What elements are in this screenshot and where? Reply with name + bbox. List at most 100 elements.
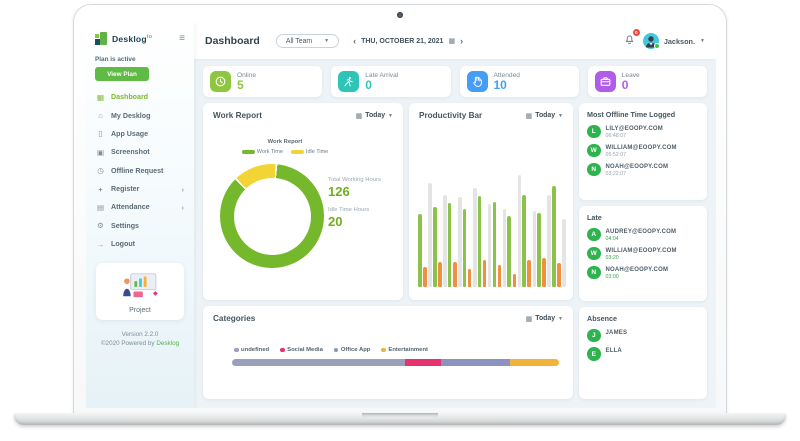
screenshot-icon: ▣ — [96, 147, 105, 157]
notification-badge: 0 — [632, 29, 640, 36]
menu-toggle-icon[interactable]: ≡ — [179, 32, 185, 44]
avatar: L — [587, 124, 601, 139]
prev-date-button[interactable]: ‹ — [353, 35, 357, 46]
avatar[interactable] — [642, 33, 660, 49]
legend-label: Entertainment — [388, 347, 429, 353]
bar-orange — [438, 262, 442, 287]
sidebar-item-dashboard[interactable]: ▦ Dashboard — [86, 88, 194, 106]
sidebar-item-logout[interactable]: → Logout — [86, 235, 194, 253]
sidebar-item-settings[interactable]: ⚙ Settings — [86, 217, 194, 235]
sidebar-item-attendance[interactable]: ▤ Attendance › — [86, 198, 194, 216]
bar-green — [462, 209, 467, 287]
person-name: JAMES — [605, 329, 628, 336]
person-text: AUDREY@EOOPY.COM 04:04 — [606, 228, 677, 242]
sidebar-item-label: Offline Request — [111, 166, 164, 175]
bar-orange — [542, 257, 546, 287]
sidebar-item-screenshot[interactable]: ▣ Screenshot — [86, 143, 194, 161]
panel-title: Absence — [587, 314, 617, 323]
late-panel: Late A AUDREY@EOOPY.COM 04:04 W WILLIAM@EOOP… — [579, 206, 707, 301]
chevron-down-icon: ▼ — [558, 315, 563, 322]
bar-green — [477, 196, 482, 287]
sidebar-nav: ▦ Dashboard ⌂ My Desklog ▯ App Usage ▣ Screensh… — [86, 88, 194, 253]
team-selector-value: All Team — [285, 37, 313, 45]
bar-orange — [557, 263, 561, 287]
legend-item: Idle Time — [290, 149, 329, 155]
bell-icon — [625, 35, 634, 45]
chart-title: Work Report — [267, 139, 303, 145]
bar-orange — [482, 259, 487, 287]
legend-dot — [333, 347, 339, 353]
idle-time-hours-label: Idle Time Hours — [328, 207, 370, 213]
sidebar-item-register[interactable]: + Register › — [86, 180, 194, 198]
category-segment — [509, 359, 559, 366]
bar-grey — [562, 218, 566, 287]
bar-grey — [428, 183, 432, 287]
next-date-button[interactable]: › — [460, 35, 464, 46]
top-bar-right: 0 Jackson. ▼ — [624, 29, 705, 51]
stat-card-online: Online 5 — [203, 66, 323, 97]
person-time: 03:22:07 — [605, 170, 627, 177]
calendar-icon: ▦ — [525, 112, 533, 120]
stat-text: Online 5 — [237, 72, 256, 92]
total-working-hours-value: 126 — [328, 184, 350, 199]
calendar-icon: ▦ — [355, 112, 363, 120]
project-label: Project — [129, 307, 151, 315]
bar-grey — [443, 194, 447, 287]
calendar-icon[interactable]: ▦ — [448, 38, 456, 45]
work-report-filter[interactable]: ▦ Today ▼ — [356, 112, 393, 120]
user-menu-caret-icon: ▼ — [700, 38, 705, 44]
absence-list: J JAMES E ELLA — [579, 326, 707, 363]
person-name: ELLA — [605, 348, 622, 355]
bar-group — [507, 169, 522, 287]
categories-stacked-bar — [232, 359, 559, 366]
person-name: WILLIAM@EOOPY.COM — [605, 144, 677, 151]
bar-green — [522, 194, 526, 287]
camera-dot — [397, 12, 403, 18]
logo-name: Desklog — [112, 33, 147, 44]
bar-orange — [512, 274, 517, 287]
stat-label: Online — [237, 71, 257, 79]
work-report-donut-chart — [220, 164, 324, 268]
list-item: E ELLA — [579, 345, 707, 364]
project-card[interactable]: Project — [96, 263, 184, 321]
sidebar-item-label: Settings — [111, 221, 139, 230]
categories-filter[interactable]: ▦ Today ▼ — [526, 315, 563, 323]
bar-grey — [547, 194, 552, 287]
clock-icon — [210, 71, 231, 92]
stat-text: Late Arrival 0 — [365, 72, 398, 92]
sidebar-item-label: App Usage — [111, 129, 149, 138]
panel-title: Most Offline Time Logged — [587, 110, 676, 119]
list-item: N NOAH@EOOPY.COM 03:22:07 — [579, 160, 707, 179]
bar-group — [537, 169, 552, 287]
user-menu[interactable]: Jackson. — [663, 36, 696, 46]
legend-label: undefined — [241, 347, 270, 353]
sidebar-item-label: Register — [111, 185, 140, 194]
legend-label: Idle Time — [305, 149, 329, 155]
notifications-button[interactable]: 0 — [624, 29, 640, 51]
sidebar-item-my-desklog[interactable]: ⌂ My Desklog — [86, 106, 194, 124]
stat-card-late-arrival: Late Arrival 0 — [331, 66, 451, 97]
team-selector[interactable]: All Team ▼ — [275, 34, 340, 48]
category-segment — [441, 359, 510, 366]
sidebar-item-app-usage[interactable]: ▯ App Usage — [86, 125, 194, 143]
total-working-hours-label: Total Working Hours — [328, 177, 381, 183]
productivity-bar-chart — [418, 169, 566, 287]
sidebar-item-label: Dashboard — [111, 93, 149, 102]
chevron-down-icon: ▼ — [388, 112, 393, 119]
stat-value: 0 — [365, 77, 372, 92]
offline-request-icon: ◷ — [97, 166, 104, 176]
person-name: NOAH@EOOPY.COM — [605, 266, 669, 273]
bar-group — [432, 169, 447, 287]
logo-text: Desklogio — [112, 34, 152, 44]
view-plan-button[interactable]: View Plan — [95, 67, 149, 81]
stat-label: Late Arrival — [365, 71, 399, 79]
stat-value: 0 — [621, 77, 629, 92]
legend-item: undefined — [234, 347, 269, 353]
panel-title: Late — [587, 213, 602, 222]
list-item: A AUDREY@EOOPY.COM 04:04 — [579, 225, 707, 244]
sidebar-item-offline-request[interactable]: ◷ Offline Request — [86, 162, 194, 180]
bar-green — [537, 212, 541, 287]
productivity-filter[interactable]: ▦ Today ▼ — [526, 112, 563, 120]
logout-icon: → — [96, 239, 105, 249]
bar-orange — [423, 266, 427, 287]
